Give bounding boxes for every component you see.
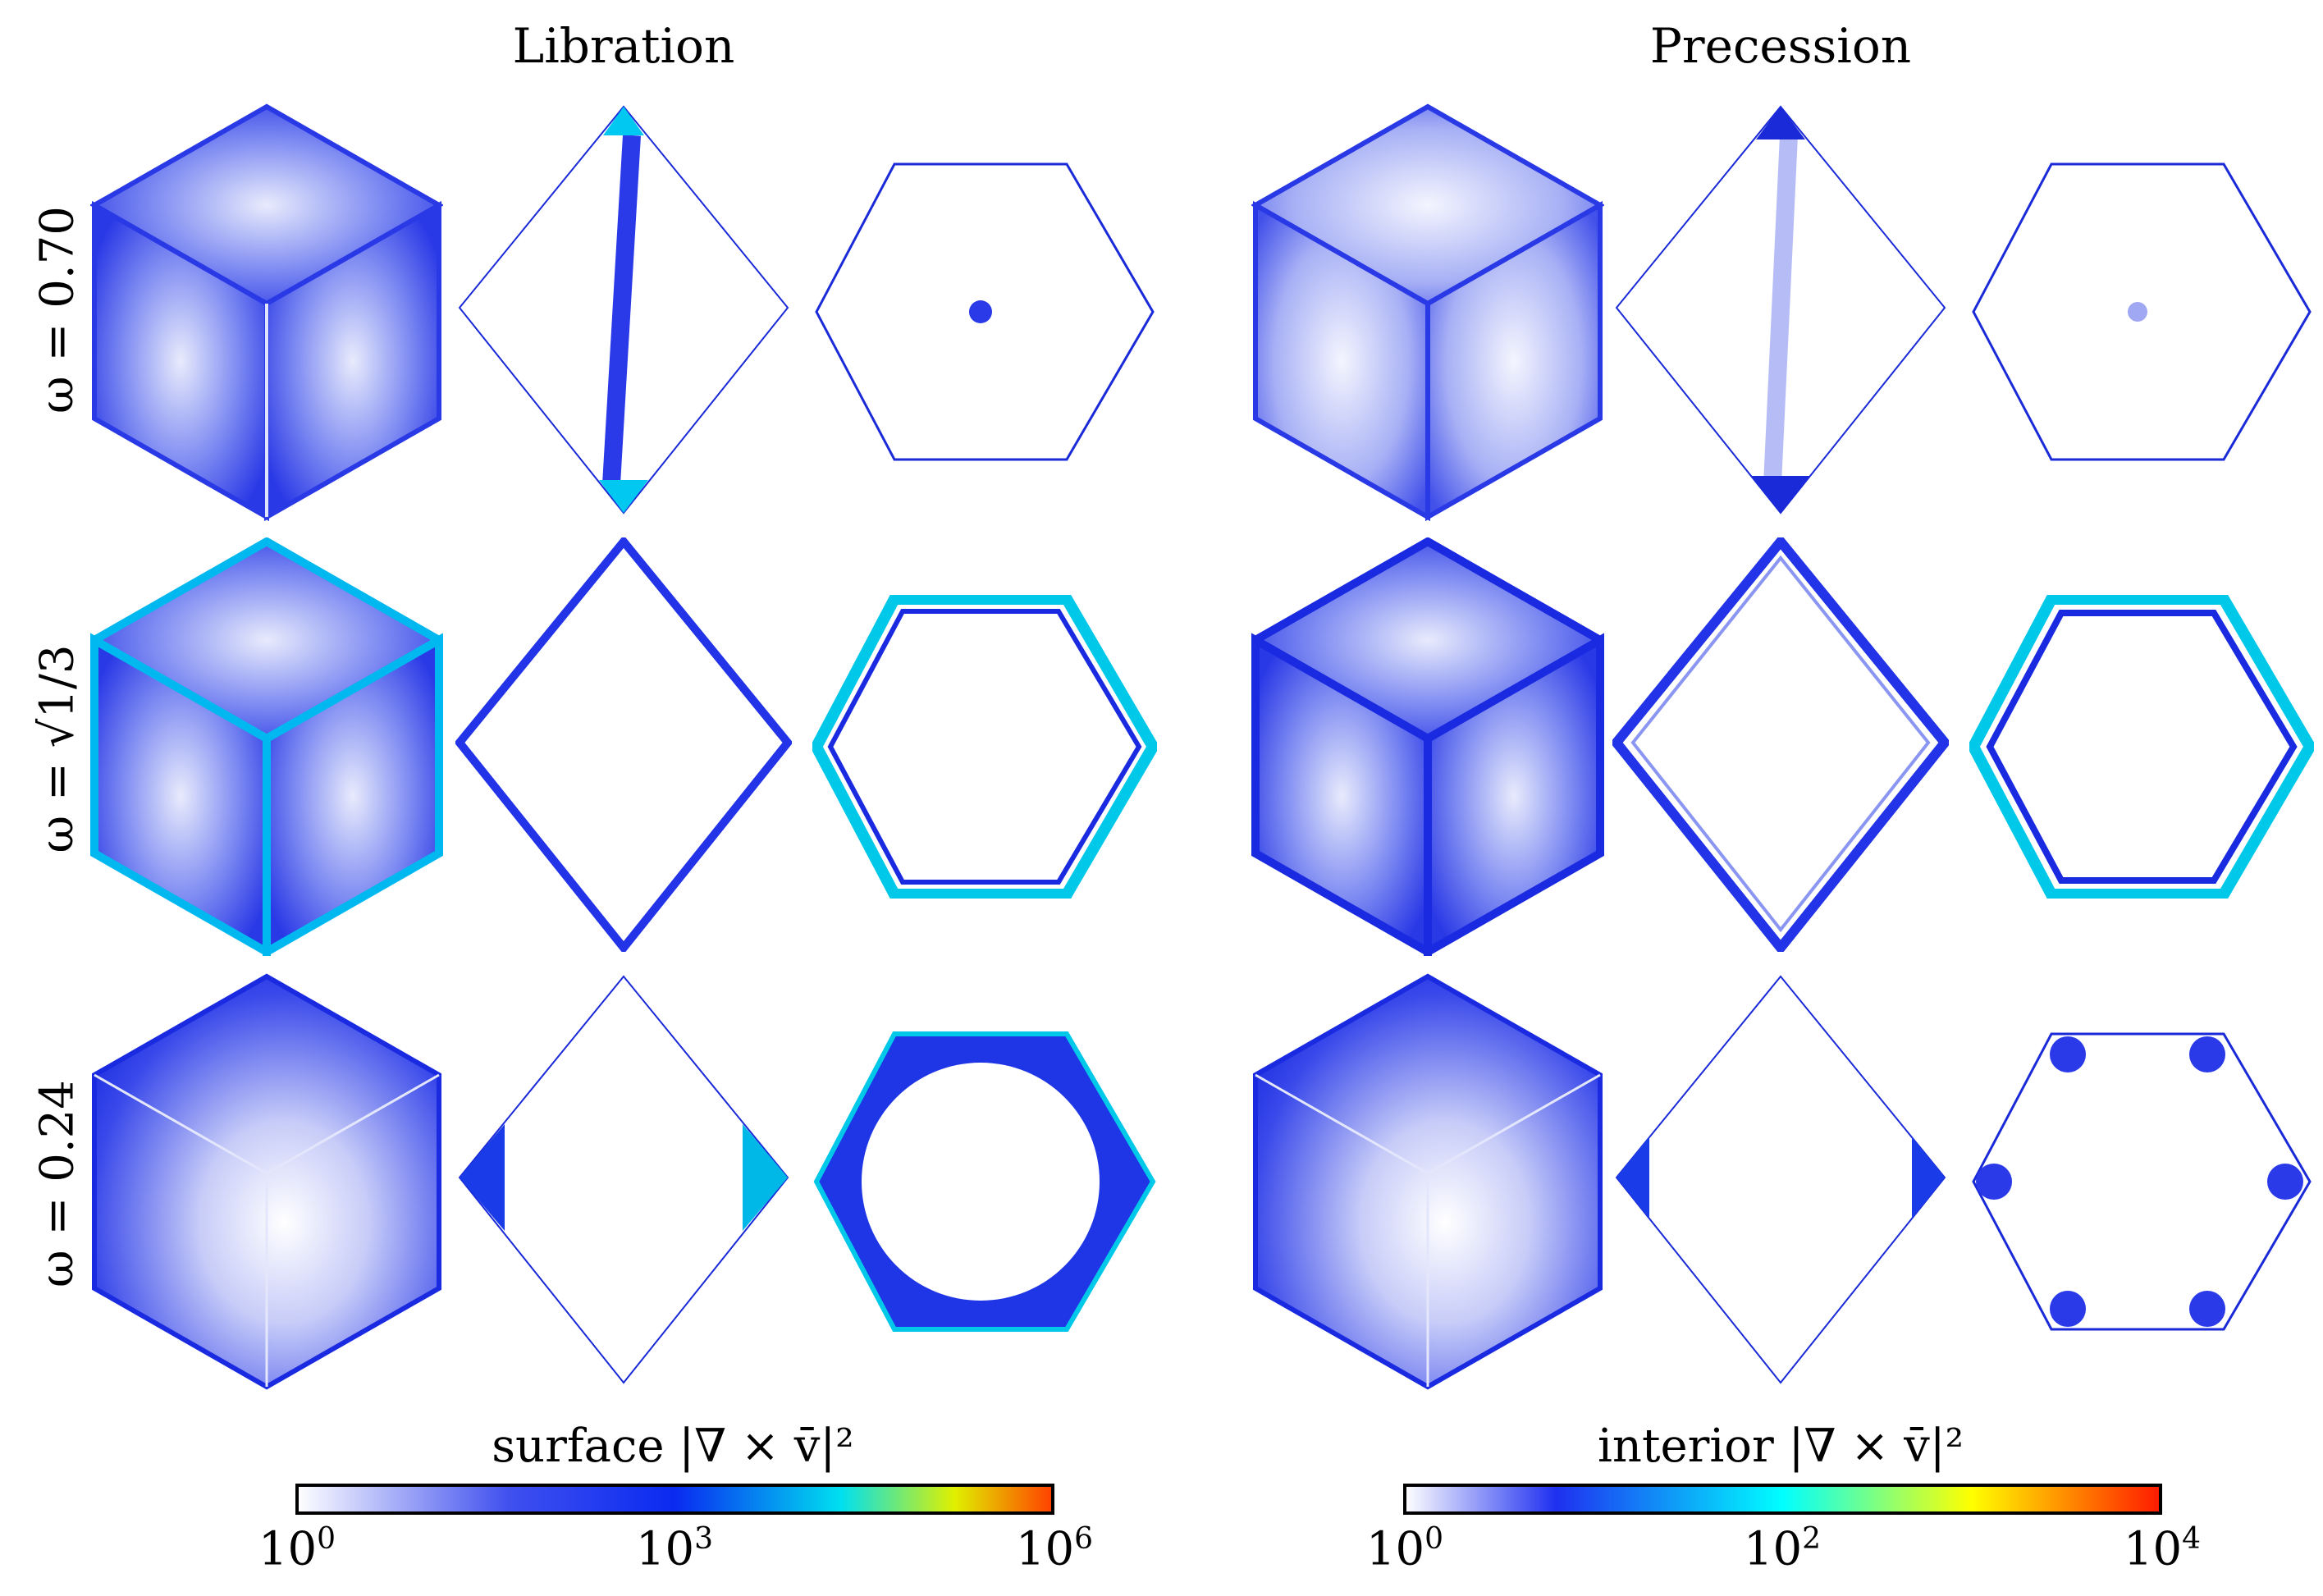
row-label-omega-sqrt13: ω = √1/3 [30,644,85,853]
diamond-slice-precession-r2 [1612,537,1949,952]
diamond-slice-libration-r2 [455,537,792,952]
column-title-libration: Libration [512,18,735,74]
colorbar-surface-tick-1: 103 [635,1522,714,1576]
cube-libration-r1 [90,103,443,521]
hexagon-slice-precession-r3 [1972,1032,2312,1331]
hexagon-slice-libration-r3 [813,1031,1156,1332]
cube-libration-r2 [90,537,443,956]
hexagon-slice-precession-r2 [1969,595,2314,899]
diamond-slice-precession-r1 [1615,105,1946,514]
cube-precession-r1 [1251,103,1604,521]
diamond-slice-libration-r1 [458,105,789,514]
column-title-precession: Precession [1649,18,1912,74]
colorbar-interior-tick-1: 102 [1743,1522,1822,1576]
cube-precession-r2 [1251,537,1604,956]
diamond-slice-libration-r3 [458,975,789,1384]
row-label-omega-024: ω = 0.24 [30,1080,85,1287]
colorbar-interior-label: interior |∇ × v̄|² [1597,1420,1964,1473]
hexagon-slice-libration-r2 [812,595,1157,899]
diamond-slice-precession-r3 [1615,975,1946,1384]
colorbar-surface-label: surface |∇ × v̄|² [492,1420,854,1473]
colorbar-interior-tick-0: 100 [1365,1522,1444,1576]
colorbar-surface-tick-0: 100 [258,1522,336,1576]
colorbar-interior [1403,1484,2162,1515]
colorbar-interior-tick-2: 104 [2123,1522,2202,1576]
row-label-omega-070: ω = 0.70 [30,206,85,414]
colorbar-surface-tick-2: 106 [1015,1522,1094,1576]
cube-precession-r3 [1253,973,1603,1390]
cube-libration-r3 [92,973,441,1390]
hexagon-slice-precession-r1 [1972,162,2312,461]
hexagon-slice-libration-r1 [815,162,1155,461]
colorbar-surface [295,1484,1054,1515]
